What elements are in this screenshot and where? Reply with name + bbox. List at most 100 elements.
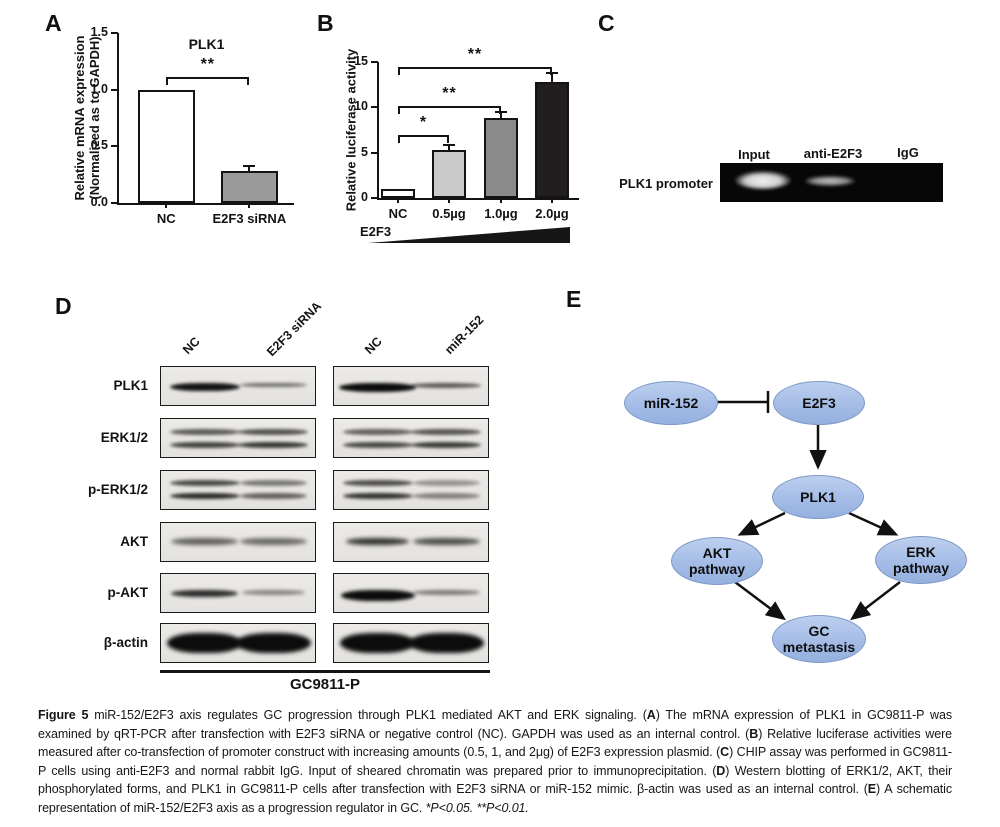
x-category-label: E2F3 siRNA: [212, 211, 287, 226]
blot-lane-label: E2F3 siRNA: [264, 298, 325, 359]
blot-box: [160, 522, 316, 562]
error-bar-cap: [495, 111, 507, 114]
blot-row-label: PLK1: [113, 378, 148, 393]
y-tick: [371, 61, 378, 63]
blot-band: [167, 632, 243, 653]
y-tick: [371, 197, 378, 199]
panel-d-letter: D: [55, 293, 72, 319]
blot-box: [333, 623, 489, 663]
e2f3-dose-label: E2F3: [360, 224, 392, 239]
blot-box: [333, 366, 489, 406]
caption-segment: ) Relative luciferase activities were me…: [38, 726, 953, 760]
sig-label: **: [200, 56, 216, 74]
blot-row-label: AKT: [120, 534, 148, 549]
error-bar: [248, 165, 251, 172]
x-tick: [448, 198, 450, 203]
blot-lane-label: NC: [180, 334, 203, 357]
blot-band: [239, 383, 307, 388]
y-tick: [111, 202, 118, 204]
blot-box: [160, 623, 316, 663]
edge-erk-to-gc: [850, 581, 901, 621]
blot-band: [342, 479, 413, 486]
bar-0.5µg: [432, 149, 466, 198]
sig-cap: [398, 66, 400, 75]
sig-line: [398, 105, 501, 108]
caption-segment: ) Western blotting of ERK1/2, AKT, their…: [38, 763, 953, 797]
figure-caption: Figure 5 miR-152/E2F3 axis regulates GC …: [38, 706, 952, 818]
sig-cap: [550, 66, 552, 75]
x-category-label: NC: [156, 211, 176, 226]
node-akt-pathway: AKT pathway: [671, 537, 763, 585]
caption-segment: miR-152/E2F3 axis regulates GC progressi…: [94, 708, 647, 722]
error-bar-cap: [243, 164, 256, 167]
edge-plk1-to-akt: [737, 511, 786, 536]
blot-band: [408, 632, 484, 653]
sig-line: [398, 134, 449, 137]
blot-band: [239, 479, 307, 486]
edge-akt-to-gc: [734, 581, 786, 621]
error-bar: [448, 144, 450, 150]
sig-cap: [398, 134, 400, 143]
blot-band: [169, 442, 240, 449]
sig-cap: [499, 105, 501, 114]
blot-band: [169, 493, 240, 500]
x-tick: [551, 198, 553, 203]
caption-segment: B: [749, 726, 759, 741]
sig-cap: [166, 77, 169, 86]
gel-row-label-plk1-promoter: PLK1 promoter: [619, 176, 713, 191]
sig-cap: [447, 134, 449, 143]
blot-box: [160, 573, 316, 613]
y-tick-label: 0: [361, 190, 368, 204]
blot-row-label: ERK1/2: [100, 430, 148, 445]
panel-b-bar-chart: 0 5 10 15 NC 0.5µg 1.0µg 2.0µg * ** ** Relative luc…: [315, 8, 600, 258]
bar-NC: [381, 188, 415, 198]
y-tick-label: 10: [354, 99, 368, 114]
sig-label: **: [467, 46, 483, 63]
y-tick-label: 0.5: [90, 138, 108, 153]
bar-E2F3 siRNA: [220, 171, 278, 203]
sig-line: [398, 66, 552, 69]
x-category-label: NC: [388, 206, 408, 221]
blot-band: [411, 383, 482, 388]
x-category-label: 0.5µg: [432, 206, 466, 221]
blot-box: [333, 418, 489, 458]
sig-cap: [247, 77, 250, 86]
caption-segment: A: [646, 708, 656, 722]
node-akt-pathway-label: AKT pathway: [688, 545, 745, 577]
caption-segment: Figure 5: [38, 708, 95, 722]
caption-segment: ) The mRNA expression of PLK1 in GC9811-…: [38, 708, 952, 741]
blot-band: [411, 442, 482, 449]
error-bar-cap: [546, 71, 558, 74]
blot-band: [235, 632, 311, 653]
caption-segment: ) CHIP assay was performed in GC9811-P c…: [38, 745, 952, 778]
sig-cap: [398, 105, 400, 114]
blot-band: [169, 428, 240, 435]
x-category-label: 2.0µg: [535, 206, 569, 221]
y-tick: [371, 106, 378, 109]
node-erk-pathway: ERK pathway: [875, 536, 967, 584]
plot-area: 0.0 0.5 1.0 1.5 NC E2F3 siRNA ** PLK1: [91, 25, 294, 226]
caption-segment: ) A schematic representation of miR-152/…: [38, 782, 952, 815]
blot-box: [333, 573, 489, 613]
node-mir-152: miR-152: [624, 381, 718, 425]
bar-2.0µg: [535, 81, 569, 198]
y-tick: [111, 32, 118, 34]
node-mir-152-label: miR-152: [643, 395, 699, 411]
blot-row-label: p-ERK1/2: [87, 482, 148, 497]
node-e2f3: E2F3: [773, 381, 865, 425]
node-erk-pathway-label: ERK pathway: [892, 544, 949, 576]
y-tick: [111, 88, 118, 91]
chart-title: PLK1: [188, 36, 225, 52]
blot-band: [169, 383, 240, 392]
bar-1.0µg: [484, 118, 518, 198]
edge-plk1-to-erk: [848, 511, 899, 536]
blot-band: [342, 428, 413, 435]
blot-lane-label: miR-152: [442, 312, 487, 357]
y-tick-label: 0.0: [90, 195, 108, 209]
blot-band: [239, 538, 307, 546]
blot-box: [160, 366, 316, 406]
x-category-label: 1.0µg: [484, 206, 518, 221]
panel-c-letter: C: [598, 10, 615, 36]
blot-box: [160, 418, 316, 458]
blot-band: [238, 428, 309, 435]
